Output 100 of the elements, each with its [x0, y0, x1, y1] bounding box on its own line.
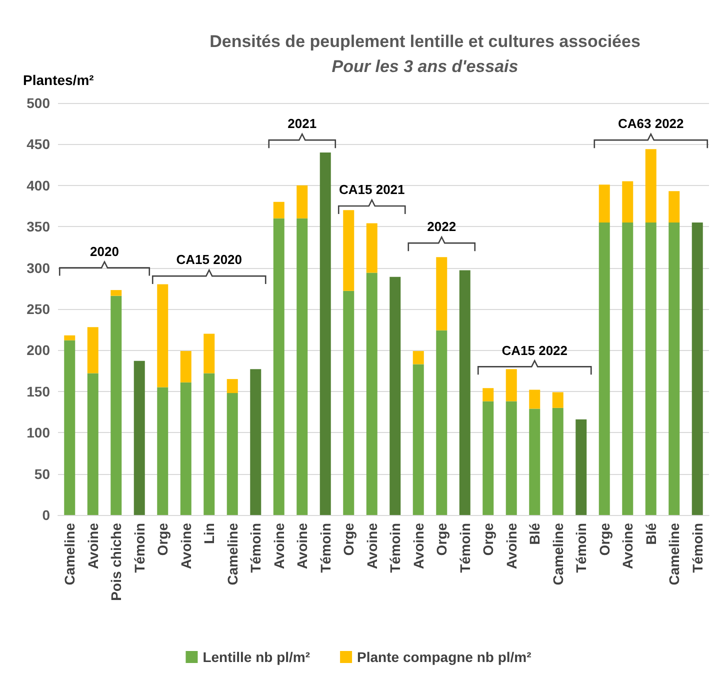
- bar: [204, 373, 215, 515]
- annotation: CA15 2022: [502, 342, 568, 358]
- bar: [87, 373, 98, 515]
- x-tick-label: Avoine: [294, 522, 310, 570]
- x-tick-label: Orge: [480, 522, 496, 556]
- annotation: CA15 2020: [176, 252, 242, 268]
- bar: [506, 401, 517, 515]
- bar: [529, 390, 540, 409]
- chart-title: Densités de peuplement lentille et cultures associées: [210, 32, 640, 51]
- x-tick-label: Orge: [154, 522, 171, 556]
- bar: [576, 419, 587, 515]
- x-tick-label: Avoine: [620, 522, 636, 570]
- x-tick-label: Témoin: [387, 523, 404, 573]
- bar: [436, 257, 448, 330]
- bar: [366, 223, 378, 273]
- bar: [110, 296, 122, 515]
- bar: [529, 408, 540, 515]
- y-tick-label: 400: [26, 177, 50, 194]
- y-tick-label: 500: [26, 95, 50, 111]
- x-tick-label: Blé: [642, 522, 659, 545]
- bar: [273, 202, 284, 218]
- bar: [506, 369, 517, 402]
- y-tick-label: 200: [26, 342, 50, 358]
- bar: [320, 152, 331, 515]
- annotation: 2022: [427, 219, 456, 234]
- x-tick-label: Orge: [434, 522, 450, 556]
- bar: [436, 330, 448, 515]
- bar: [180, 382, 192, 515]
- bar: [226, 379, 238, 394]
- bar: [412, 364, 424, 515]
- x-tick-label: Orge: [340, 522, 357, 556]
- x-tick-label: Témoin: [317, 523, 334, 573]
- bar: [87, 327, 98, 374]
- y-tick-label: 350: [26, 218, 50, 235]
- x-tick-label: Blé: [526, 522, 543, 545]
- x-tick-label: Cameline: [224, 522, 240, 586]
- bar: [250, 369, 262, 515]
- bar: [390, 276, 401, 515]
- bar: [459, 270, 470, 515]
- bar: [204, 334, 215, 374]
- bar: [110, 290, 122, 296]
- bar: [645, 222, 656, 515]
- x-tick-label: Pois chiche: [108, 522, 124, 601]
- bar: [598, 184, 610, 222]
- bar: [134, 360, 145, 515]
- x-tick-label: Lin: [201, 523, 218, 544]
- legend-label: Plante compagne nb pl/m²: [357, 649, 532, 665]
- bar: [343, 210, 354, 291]
- x-tick-label: Orge: [596, 522, 612, 556]
- bar: [296, 185, 308, 218]
- bar: [366, 272, 378, 515]
- bar: [64, 340, 76, 515]
- bar: [412, 351, 424, 364]
- bar: [668, 222, 680, 515]
- annotation: CA63 2022: [618, 116, 684, 132]
- bar: [157, 387, 168, 515]
- x-tick-label: Avoine: [503, 522, 520, 570]
- bar: [64, 335, 76, 340]
- y-tick-label: 100: [26, 424, 50, 441]
- y-tick-label: 0: [42, 507, 50, 523]
- bar: [273, 218, 284, 515]
- x-tick-label: Témoin: [573, 523, 590, 573]
- annotation: 2021: [288, 116, 317, 132]
- y-tick-label: 450: [26, 136, 50, 152]
- x-tick-label: Avoine: [364, 522, 380, 570]
- bar: [343, 290, 354, 515]
- bar: [157, 284, 168, 388]
- bar: [482, 388, 494, 402]
- x-tick-label: Témoin: [248, 523, 264, 573]
- bar: [552, 392, 564, 408]
- x-tick-label: Cameline: [666, 522, 682, 586]
- bar: [552, 408, 564, 515]
- y-axis-title: Plantes/m²: [23, 72, 94, 88]
- bar: [598, 222, 610, 515]
- bar: [180, 351, 192, 382]
- legend-label: Lentille nb pl/m²: [202, 649, 310, 665]
- bar: [668, 191, 680, 222]
- bar: [226, 393, 238, 515]
- y-tick-label: 300: [26, 260, 50, 276]
- bar: [482, 401, 494, 515]
- x-tick-label: Avoine: [410, 522, 426, 570]
- bar: [645, 149, 656, 222]
- y-tick-label: 50: [34, 466, 50, 482]
- x-tick-label: Témoin: [131, 523, 148, 573]
- y-tick-label: 250: [26, 301, 50, 317]
- y-tick-label: 150: [26, 383, 50, 400]
- x-tick-label: Témoin: [689, 523, 706, 573]
- x-tick-label: Avoine: [270, 522, 287, 570]
- x-tick-label: Avoine: [178, 522, 194, 570]
- bar: [296, 218, 308, 515]
- bar: [692, 222, 703, 515]
- annotation: CA15 2021: [338, 182, 405, 197]
- x-tick-label: Cameline: [62, 522, 78, 586]
- bar: [622, 181, 634, 222]
- annotation: 2020: [90, 244, 119, 259]
- x-tick-label: Avoine: [84, 522, 101, 570]
- chart-subtitle: Pour les 3 ans d'essais: [332, 57, 518, 76]
- bar: [622, 222, 634, 515]
- x-tick-label: Cameline: [550, 522, 566, 586]
- x-tick-label: Témoin: [456, 523, 473, 573]
